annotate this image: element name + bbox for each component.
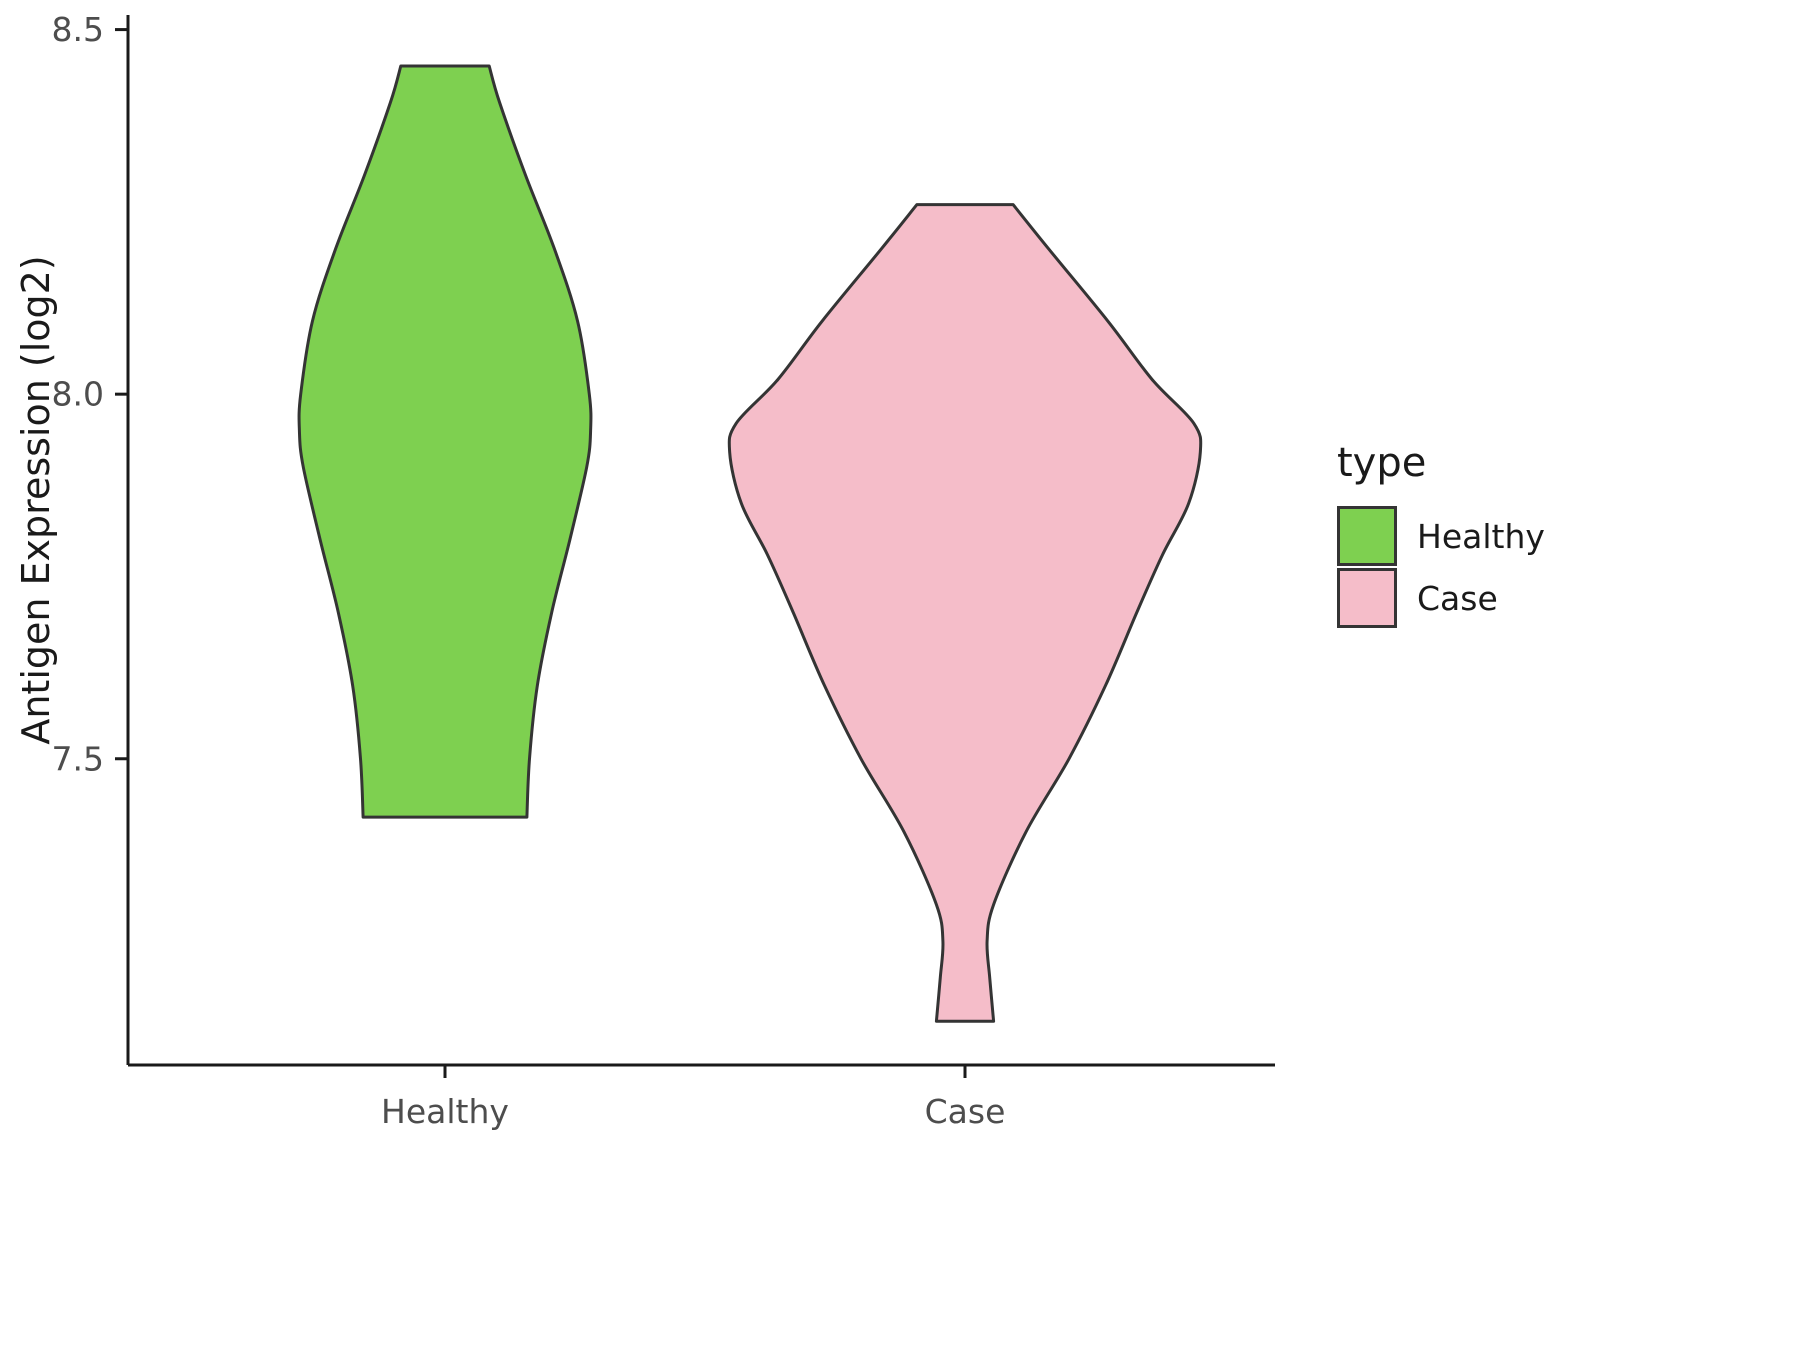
y-tick-label: 8.0 [52, 375, 104, 414]
violin-case [727, 203, 1203, 1023]
y-tick-label: 8.5 [52, 10, 104, 49]
violin-healthy [297, 64, 593, 819]
y-axis-title: Antigen Expression (log2) [14, 255, 58, 745]
y-tick-label: 7.5 [52, 739, 104, 778]
legend-label-healthy: Healthy [1417, 516, 1545, 556]
x-category-label-case: Case [925, 1092, 1006, 1131]
legend-item-case: Case [1337, 568, 1545, 628]
legend-item-healthy: Healthy [1337, 506, 1545, 566]
legend-key-healthy-swatch [1337, 506, 1397, 566]
x-category-label-healthy: Healthy [381, 1092, 509, 1131]
legend-title: type [1337, 440, 1427, 486]
legend-key-case-swatch [1337, 568, 1397, 628]
legend: type Healthy Case [1337, 440, 1545, 630]
legend-label-case: Case [1417, 578, 1498, 618]
